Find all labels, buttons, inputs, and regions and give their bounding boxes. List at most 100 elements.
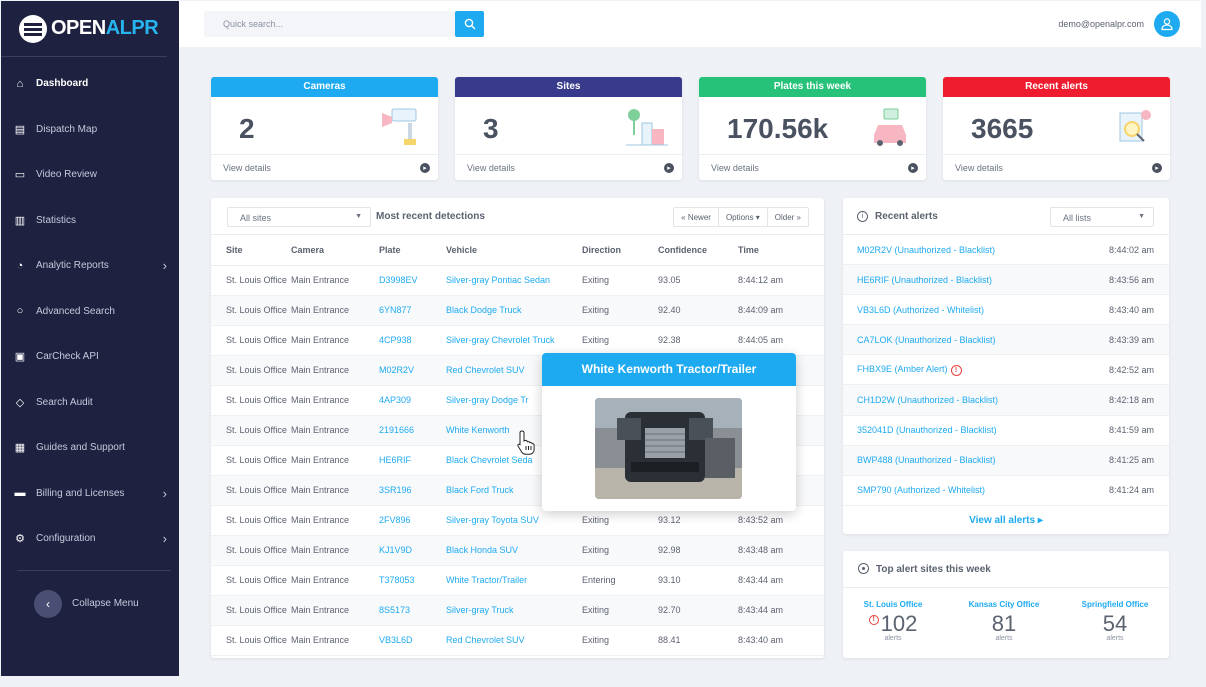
sidebar-item-video-review[interactable]: ▭ Video Review <box>1 152 179 198</box>
alert-link[interactable]: CH1D2W (Unauthorized - Blacklist) <box>857 395 999 406</box>
table-row[interactable]: St. Louis Office Main Entrance 4CP938 Silve… <box>211 325 824 356</box>
cell-plate[interactable]: 3SR196 <box>379 475 446 506</box>
alert-row[interactable]: HE6RIF (Unauthorized - Blacklist) 8:43:56… <box>843 265 1169 296</box>
alert-link[interactable]: HE6RIF (Unauthorized - Blacklist) <box>857 274 993 285</box>
cell-plate[interactable]: 6YN877 <box>379 295 446 326</box>
cell-plate[interactable]: HE6RIF <box>379 445 446 476</box>
cell-plate[interactable]: VB3L6D <box>379 625 446 656</box>
alert-link[interactable]: VB3L6D (Authorized - Whitelist) <box>857 304 985 315</box>
search-icon: ○ <box>16 305 24 318</box>
alert-text-wrap: FHBX9E (Amber Alert)! <box>857 364 962 376</box>
cell-plate[interactable]: 8S5173 <box>379 595 446 626</box>
plates-view-details[interactable]: View details ▸ <box>699 154 926 180</box>
alert-link[interactable]: SMP790 (Authorized - Whitelist) <box>857 485 986 496</box>
search-button[interactable] <box>455 11 484 37</box>
cell-plate[interactable]: 4CP938 <box>379 325 446 356</box>
openalpr-logo-icon <box>19 14 47 43</box>
column-header[interactable]: Direction <box>582 235 658 266</box>
collapse-menu-button[interactable]: ‹ Collapse Menu <box>1 589 179 618</box>
sidebar-item-label: Statistics <box>36 214 77 226</box>
alert-link[interactable]: 352041D (Unauthorized - Blacklist) <box>857 425 997 436</box>
newer-button[interactable]: « Newer <box>674 208 719 226</box>
lists-filter-select[interactable]: All lists ▼ <box>1050 207 1154 227</box>
older-button[interactable]: Older » <box>774 213 801 222</box>
cell-time: 8:43:40 am <box>738 625 824 656</box>
cell-vehicle[interactable]: Silver-gray Chevrolet Truck <box>446 325 582 356</box>
alert-row[interactable]: 352041D (Unauthorized - Blacklist) 8:41:5… <box>843 416 1169 446</box>
alert-link[interactable]: CA7LOK (Unauthorized - Blacklist) <box>857 334 996 345</box>
cameras-view-details[interactable]: View details ▸ <box>211 154 438 180</box>
alert-link[interactable]: BWP488 (Unauthorized - Blacklist) <box>857 455 996 466</box>
view-details-link: View details <box>223 162 271 173</box>
alert-link[interactable]: FHBX9E (Amber Alert) <box>857 363 948 374</box>
column-header[interactable]: Vehicle <box>446 235 582 266</box>
table-row[interactable]: St. Louis Office Main Entrance D3998EV Silv… <box>211 265 824 296</box>
table-row[interactable]: St. Louis Office Main Entrance T378053 Whit… <box>211 565 824 596</box>
sidebar-item-search-audit[interactable]: ◇ Search Audit <box>1 380 179 426</box>
alert-row[interactable]: VB3L6D (Authorized - Whitelist) 8:43:40 a… <box>843 295 1169 326</box>
cell-vehicle[interactable]: Black Dodge Truck <box>446 295 582 326</box>
view-all-alerts-link[interactable]: View all alerts ▸ <box>969 514 1043 526</box>
search-input[interactable] <box>204 19 455 29</box>
logo[interactable]: OPENALPR <box>1 1 167 57</box>
sites-filter-select[interactable]: All sites ▼ <box>227 207 371 227</box>
alerts-card: Recent alerts 3665 View details ▸ <box>943 77 1170 180</box>
alerts-view-details[interactable]: View details ▸ <box>943 154 1170 180</box>
alert-row[interactable]: BWP488 (Unauthorized - Blacklist) 8:41:25… <box>843 445 1169 476</box>
column-header[interactable]: Time <box>738 235 824 266</box>
options-button[interactable]: Options ▾ <box>719 208 768 226</box>
cell-vehicle[interactable]: Silver-gray Pontiac Sedan <box>446 265 582 296</box>
cell-time: 8:43:44 am <box>738 565 824 596</box>
logo-text: OPEN <box>51 17 106 39</box>
sites-view-details[interactable]: View details ▸ <box>455 154 682 180</box>
column-header[interactable]: Camera <box>291 235 379 266</box>
table-row[interactable]: St. Louis Office Main Entrance 8S5173 Silve… <box>211 595 824 626</box>
site-name: Kansas City Office <box>968 600 1040 609</box>
target-icon <box>858 563 869 574</box>
cell-vehicle[interactable]: White Tractor/Trailer <box>446 565 582 596</box>
user-avatar-button[interactable] <box>1154 11 1180 37</box>
alert-row[interactable]: FHBX9E (Amber Alert)! 8:42:52 am <box>843 355 1169 386</box>
alert-row[interactable]: CH1D2W (Unauthorized - Blacklist) 8:42:18… <box>843 385 1169 416</box>
sidebar-item-billing-and-licenses[interactable]: ▬ Billing and Licenses › <box>1 471 179 517</box>
cell-plate[interactable]: 2191666 <box>379 415 446 446</box>
cell-plate[interactable]: 4AP309 <box>379 385 446 416</box>
top-alert-sites-panel: Top alert sites this week St. Louis Offi… <box>843 551 1169 658</box>
cell-vehicle[interactable]: Silver-gray Truck <box>446 595 582 626</box>
sidebar-item-label: Video Review <box>36 169 97 181</box>
cell-plate[interactable]: D3998EV <box>379 265 446 296</box>
sidebar-item-label: Guides and Support <box>36 442 125 454</box>
table-row[interactable]: St. Louis Office Main Entrance 6YN877 Black… <box>211 295 824 326</box>
sidebar-item-analytic-reports[interactable]: ◔ Analytic Reports › <box>1 243 179 289</box>
column-header[interactable]: Plate <box>379 235 446 266</box>
alerts-title: Recent alerts <box>875 211 938 222</box>
sidebar-item-advanced-search[interactable]: ○ Advanced Search <box>1 289 179 335</box>
alert-row[interactable]: CA7LOK (Unauthorized - Blacklist) 8:43:39… <box>843 325 1169 356</box>
site-stat-kansas-city[interactable]: Kansas City Office 81 alerts <box>954 600 1054 642</box>
sidebar-item-label: Dashboard <box>36 78 89 90</box>
alert-time: 8:41:59 am <box>1108 425 1154 436</box>
cell-plate[interactable]: 2FV896 <box>379 505 446 536</box>
column-header[interactable]: Confidence <box>658 235 738 266</box>
table-row[interactable]: St. Louis Office Main Entrance KJ1V9D Black… <box>211 535 824 566</box>
sidebar-item-carcheck-api[interactable]: ▣ CarCheck API <box>1 334 179 380</box>
cell-plate[interactable]: T378053 <box>379 565 446 596</box>
alert-row[interactable]: SMP790 (Authorized - Whitelist) 8:41:24 a… <box>843 476 1169 506</box>
sidebar-item-guides-and-support[interactable]: ▦ Guides and Support <box>1 425 179 471</box>
alert-row[interactable]: M02R2V (Unauthorized - Blacklist) 8:44:02… <box>843 235 1169 266</box>
alert-link[interactable]: M02R2V (Unauthorized - Blacklist) <box>857 244 996 255</box>
sidebar-item-statistics[interactable]: ▥ Statistics <box>1 198 179 244</box>
sidebar-item-dispatch-map[interactable]: ▤ Dispatch Map <box>1 107 179 153</box>
cell-plate[interactable]: M02R2V <box>379 355 446 386</box>
cell-vehicle[interactable]: Red Chevrolet SUV <box>446 625 582 656</box>
cell-plate[interactable]: KJ1V9D <box>379 535 446 566</box>
site-stat-springfield[interactable]: Springfield Office 54 alerts <box>1065 600 1165 642</box>
view-details-link: View details <box>467 162 515 173</box>
cell-vehicle[interactable]: Black Honda SUV <box>446 535 582 566</box>
site-stat-st-louis[interactable]: St. Louis Office ! 102 alerts <box>843 600 943 642</box>
sidebar-item-configuration[interactable]: ⚙ Configuration › <box>1 516 179 562</box>
column-header[interactable]: Site <box>211 235 291 266</box>
top-sites-title: Top alert sites this week <box>876 564 991 575</box>
table-row[interactable]: St. Louis Office Main Entrance VB3L6D Red C… <box>211 625 824 656</box>
sidebar-item-dashboard[interactable]: ⌂ Dashboard <box>1 61 179 107</box>
